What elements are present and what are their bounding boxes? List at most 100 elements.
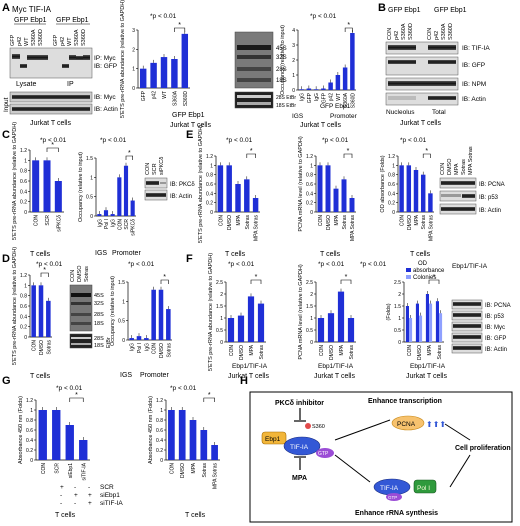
- gel-band: [71, 293, 91, 297]
- section-label: Nucleolus: [386, 109, 415, 116]
- x-tick-label: SCR: [54, 463, 60, 474]
- lane-label: S360D: [38, 29, 44, 46]
- blot-band: [83, 55, 90, 60]
- panel-g-extras: SCR siEbp1 siTIF-IA + - - - + + - - + T …: [55, 484, 206, 519]
- arrow-prolif-top: [444, 423, 471, 441]
- chart-group-label: Ebp1/TIF-IA: [232, 363, 268, 370]
- bar: [257, 303, 265, 342]
- y-tick-label: 1: [310, 316, 313, 322]
- x-tick-label: CON: [407, 345, 413, 357]
- significance-label: *p < 0.01: [318, 261, 345, 268]
- bar: [32, 160, 40, 212]
- y-tick-label: 0.6: [26, 428, 33, 434]
- y-tick-label: 0: [392, 210, 395, 216]
- chart-f1: 0 0.5 1 1.5 2 2.55'ETS pre-rRNA abundance (re…: [208, 253, 266, 371]
- x-tick-label: MPA: [339, 344, 345, 355]
- significance-bracket: [174, 27, 186, 32]
- condition-sign: +: [74, 492, 78, 499]
- arrow-rrna: [334, 454, 371, 483]
- lane-label: Sotras: [461, 159, 467, 175]
- gel-band-label: 18S: [276, 78, 287, 84]
- x-tick-label: Pol I: [104, 219, 110, 229]
- bar: [130, 200, 135, 216]
- y-axis-label: 5'ETS pre-rRNA abundance (relative to GA…: [120, 0, 126, 118]
- x-tick-label: DMSO: [227, 215, 233, 230]
- site-label: S360: [312, 424, 325, 430]
- lane-label: S360D: [408, 23, 414, 40]
- y-axis-label: 5'ETS pre-rRNA abundance (relative to GA…: [12, 247, 18, 365]
- gel-image: [234, 91, 274, 109]
- ib-label: IB: Actin: [94, 106, 118, 113]
- ib-label: IB: Actin: [479, 208, 501, 214]
- significance-label: *p < 0.01: [322, 137, 349, 144]
- bar: [151, 289, 156, 340]
- y-axis-label: Absorbance 450 nm (Folds): [148, 396, 154, 464]
- significance-label: *p < 0.01: [170, 385, 197, 392]
- bar: [252, 198, 259, 212]
- panel-letter-c: C: [2, 129, 10, 141]
- blot-header: Ebp1/TIF-IA: [452, 263, 488, 270]
- y-axis-label: PCNA mRNA level (relative to GAPDH): [298, 264, 304, 360]
- bar: [247, 296, 255, 342]
- x-tick-label: CON: [400, 215, 406, 227]
- x-tick-label: IgG: [130, 343, 136, 351]
- bar: [136, 336, 142, 340]
- significance-label: *p < 0.01: [128, 261, 155, 268]
- y-tick-label: 3: [292, 43, 295, 49]
- y-tick-label: 0.2: [156, 448, 163, 454]
- x-tick-label: CON: [319, 345, 325, 357]
- y-tick-label: 0.6: [388, 182, 395, 188]
- y-tick-label: 2.5: [306, 280, 313, 286]
- chart-a1: 0 1 2 3 5'ETS pre-rRNA abundance (relative t…: [120, 0, 190, 118]
- significance-star: *: [425, 148, 428, 155]
- y-axis-label: (Folds): [386, 303, 392, 320]
- blot-band: [12, 54, 20, 59]
- y-tick-label: 0.5: [86, 195, 93, 201]
- bar: [38, 410, 47, 460]
- gel-band: [71, 343, 91, 345]
- section-label: IP: [67, 81, 74, 88]
- y-tick-label: 4: [292, 28, 295, 34]
- bar: [306, 88, 312, 90]
- condition-row-label: siEbp1: [100, 492, 120, 499]
- y-tick-label: 2: [220, 292, 223, 298]
- tif-label: TIF-IA: [290, 444, 309, 451]
- y-tick-label: 0.4: [20, 189, 27, 195]
- cell-label: T cells: [55, 512, 76, 519]
- y-tick-label: 2: [398, 292, 401, 298]
- y-tick-label: 0.2: [388, 201, 395, 207]
- chart-e3: 0 0.2 0.4 0.6 0.8 1 1.2OD absorbance (Folds) *p…: [380, 137, 434, 241]
- cell-label: Jurkat T cells: [400, 120, 441, 127]
- gel-band-label: 18S EtBr: [276, 103, 296, 109]
- panel-letter-e: E: [186, 129, 193, 141]
- blot-membrane: [385, 56, 459, 76]
- x-tick-label: CON: [218, 215, 224, 227]
- x-tick-label: MPA Sotras: [213, 463, 219, 490]
- lane-label: SCR: [152, 163, 158, 175]
- panel-letter-f: F: [186, 253, 193, 265]
- bar: [413, 170, 419, 212]
- significance-bracket: [69, 397, 84, 402]
- y-tick-label: 0: [292, 88, 295, 94]
- lane-label: CON: [440, 163, 446, 175]
- panel-letter-b: B: [378, 2, 386, 14]
- cell-label: Jurkat T cells: [300, 122, 341, 129]
- x-tick-label: DMSO: [326, 215, 332, 230]
- y-tick-label: 3: [132, 28, 135, 34]
- ib-label: IB: Actin: [462, 96, 486, 103]
- bar: [321, 88, 326, 90]
- lane-label: DMSO: [447, 158, 453, 175]
- y-tick-label: 0.4: [306, 191, 313, 197]
- y-tick-label: 0.8: [20, 169, 27, 175]
- y-tick-label: 0.8: [206, 173, 213, 179]
- bar: [168, 410, 175, 460]
- y-axis-label: 5'ETS pre-rRNA abundance (relative to GA…: [208, 253, 214, 371]
- y-axis-label: Occupancy (relative to input): [280, 25, 286, 95]
- significance-star: *: [433, 274, 436, 281]
- ib-label: IP: Myc: [94, 55, 116, 62]
- bar: [406, 165, 412, 212]
- y-tick-label: 0.5: [394, 328, 401, 334]
